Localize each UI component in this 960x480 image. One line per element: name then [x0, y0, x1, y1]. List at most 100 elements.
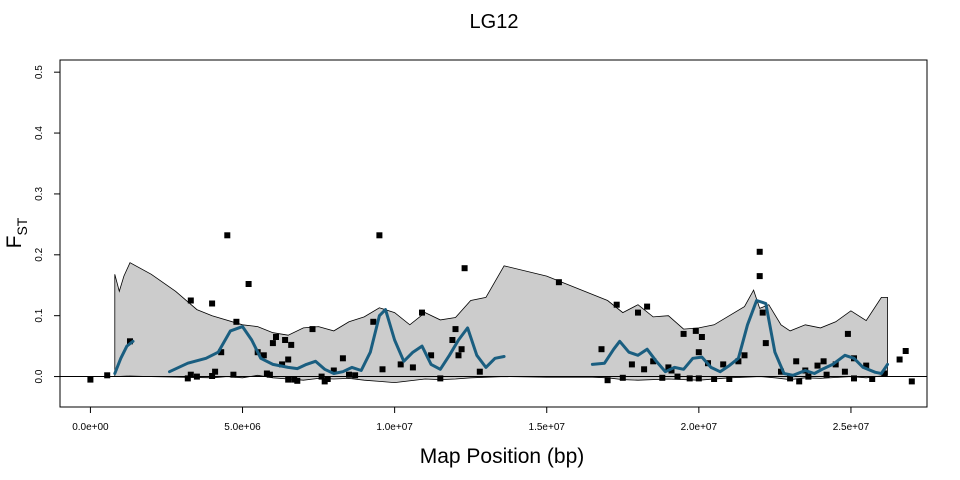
- data-point: [279, 361, 286, 368]
- data-point: [686, 375, 693, 382]
- data-point: [224, 232, 231, 239]
- y-tick-label: 0.4: [34, 126, 45, 140]
- axes: 0.0e+00 5.0e+06 1.0e+07 1.5e+07 2.0e+07 2.5e+…: [34, 65, 870, 433]
- data-point: [756, 273, 763, 280]
- data-point: [635, 309, 641, 316]
- data-point: [209, 300, 216, 307]
- data-point: [428, 352, 435, 359]
- data-point: [778, 368, 784, 375]
- data-point: [650, 358, 657, 365]
- data-point: [212, 368, 219, 375]
- data-point: [863, 362, 870, 369]
- data-point: [285, 376, 292, 383]
- data-point: [193, 373, 200, 380]
- data-point: [376, 232, 383, 239]
- data-point: [805, 373, 812, 380]
- data-point: [720, 361, 727, 368]
- smoothed-fst-line: [168, 308, 506, 375]
- data-point: [184, 375, 191, 382]
- data-point: [291, 376, 298, 383]
- data-point: [476, 368, 483, 375]
- data-point: [285, 356, 292, 363]
- data-point: [187, 371, 194, 378]
- x-tick-label: 5.0e+06: [224, 422, 261, 433]
- data-point: [104, 372, 111, 379]
- data-point: [762, 340, 769, 347]
- x-tick-label: 0.0e+00: [72, 422, 109, 433]
- y-tick-label: 0.1: [34, 308, 45, 322]
- y-tick-label: 0.3: [34, 187, 45, 201]
- data-point: [282, 337, 289, 343]
- svg-text:FST: FST: [3, 217, 30, 248]
- data-point: [352, 372, 359, 379]
- data-point: [613, 301, 620, 308]
- data-point: [273, 334, 279, 340]
- data-point: [641, 366, 648, 373]
- data-point: [814, 362, 821, 369]
- data-point: [759, 309, 766, 316]
- data-point: [665, 364, 672, 371]
- data-point: [741, 352, 748, 359]
- data-point: [318, 373, 325, 380]
- data-point: [209, 373, 216, 379]
- data-point: [187, 297, 194, 304]
- data-point: [555, 279, 562, 286]
- data-point: [269, 340, 276, 347]
- x-tick-label: 2.0e+07: [681, 422, 718, 433]
- data-point: [668, 367, 675, 374]
- data-point: [294, 377, 301, 384]
- data-point: [680, 330, 687, 337]
- x-tick-label: 1.0e+07: [376, 422, 413, 433]
- y-tick-label: 0.2: [34, 247, 45, 261]
- data-point: [339, 355, 346, 362]
- data-point: [695, 375, 702, 382]
- plot-area: [60, 232, 927, 385]
- data-point: [787, 375, 794, 382]
- data-point: [726, 376, 733, 382]
- y-tick-label: 0.0: [34, 369, 45, 383]
- data-point: [127, 338, 133, 345]
- data-point: [902, 348, 909, 354]
- data-point: [604, 377, 611, 384]
- data-point: [659, 374, 666, 381]
- data-point: [437, 375, 444, 382]
- y-axis-label: FST: [3, 217, 30, 248]
- data-point: [820, 358, 827, 365]
- data-point: [793, 358, 800, 365]
- data-point: [695, 349, 702, 356]
- x-axis-label: Map Position (bp): [420, 445, 585, 468]
- data-point: [346, 371, 352, 378]
- data-point: [419, 309, 425, 316]
- data-point: [452, 326, 459, 333]
- data-point: [461, 265, 468, 272]
- data-point: [245, 281, 252, 287]
- data-point: [458, 346, 465, 353]
- confidence-envelope: [114, 262, 888, 384]
- data-point: [692, 327, 699, 334]
- data-point: [908, 378, 915, 385]
- data-point: [370, 318, 377, 325]
- data-point: [397, 361, 404, 368]
- data-point: [711, 376, 718, 382]
- data-point: [455, 352, 462, 359]
- plot-frame: [59, 59, 928, 408]
- data-point: [851, 375, 857, 382]
- data-point: [330, 367, 337, 374]
- data-point: [796, 378, 803, 385]
- data-point: [619, 374, 626, 381]
- data-point: [379, 366, 386, 373]
- smoothed-fst-line: [590, 299, 889, 377]
- data-point: [644, 303, 651, 310]
- x-tick-label: 2.5e+07: [833, 422, 870, 433]
- data-point: [266, 371, 273, 378]
- data-point: [869, 376, 876, 382]
- data-point: [674, 373, 681, 380]
- y-axis-label-main: F: [3, 236, 26, 249]
- data-point: [218, 349, 225, 356]
- data-point: [896, 356, 903, 363]
- data-point: [233, 318, 240, 325]
- data-point: [841, 368, 848, 375]
- data-point: [409, 364, 416, 371]
- data-point: [698, 334, 705, 340]
